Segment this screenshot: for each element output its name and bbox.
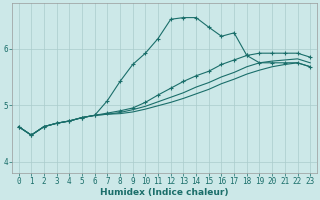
- X-axis label: Humidex (Indice chaleur): Humidex (Indice chaleur): [100, 188, 229, 197]
